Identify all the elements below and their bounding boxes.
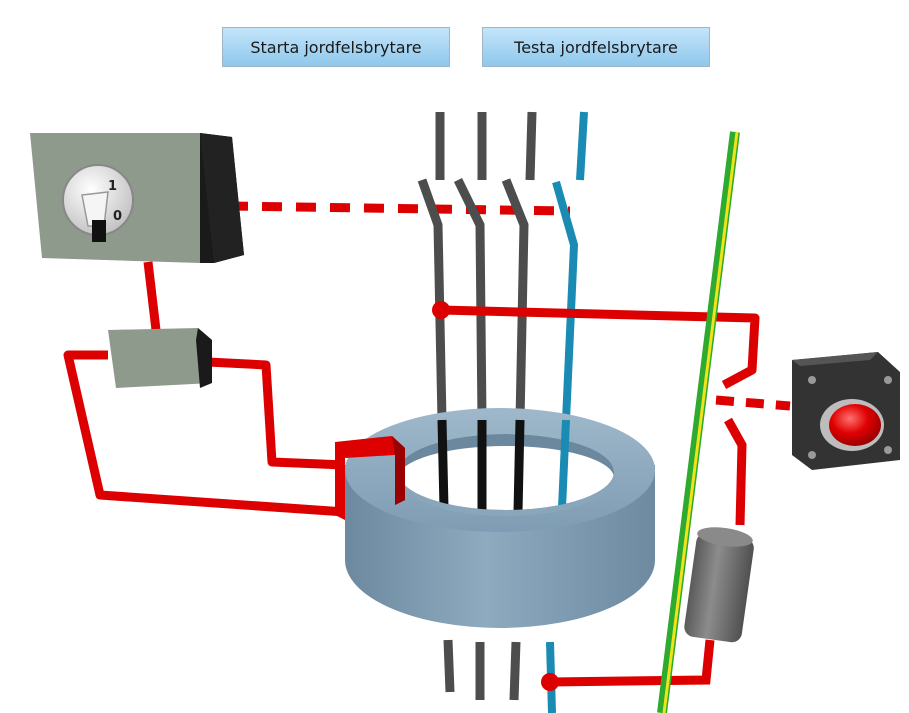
test-circuit-wire (440, 305, 791, 687)
toroid-core (345, 408, 655, 628)
switch-label-on: 1 (108, 179, 117, 194)
sense-coil (335, 436, 405, 520)
sense-circuit-wire (63, 350, 346, 517)
start-rcd-button[interactable]: Starta jordfelsbrytare (222, 27, 450, 67)
test-push-button[interactable] (792, 352, 900, 470)
earth-wire (657, 131, 740, 713)
switch-to-relay-wire (143, 261, 161, 331)
switch-contacts (417, 178, 579, 421)
test-resistor (684, 527, 754, 643)
junction-bottom (541, 673, 559, 691)
main-switch-box: 1 0 (30, 133, 244, 263)
lower-conductors (443, 639, 556, 713)
test-rcd-button[interactable]: Testa jordfelsbrytare (482, 27, 710, 67)
mechanical-link-main (227, 201, 571, 216)
junction-top (432, 301, 450, 319)
switch-label-off: 0 (113, 209, 122, 224)
trip-relay (108, 328, 212, 388)
upper-conductors (435, 111, 588, 181)
